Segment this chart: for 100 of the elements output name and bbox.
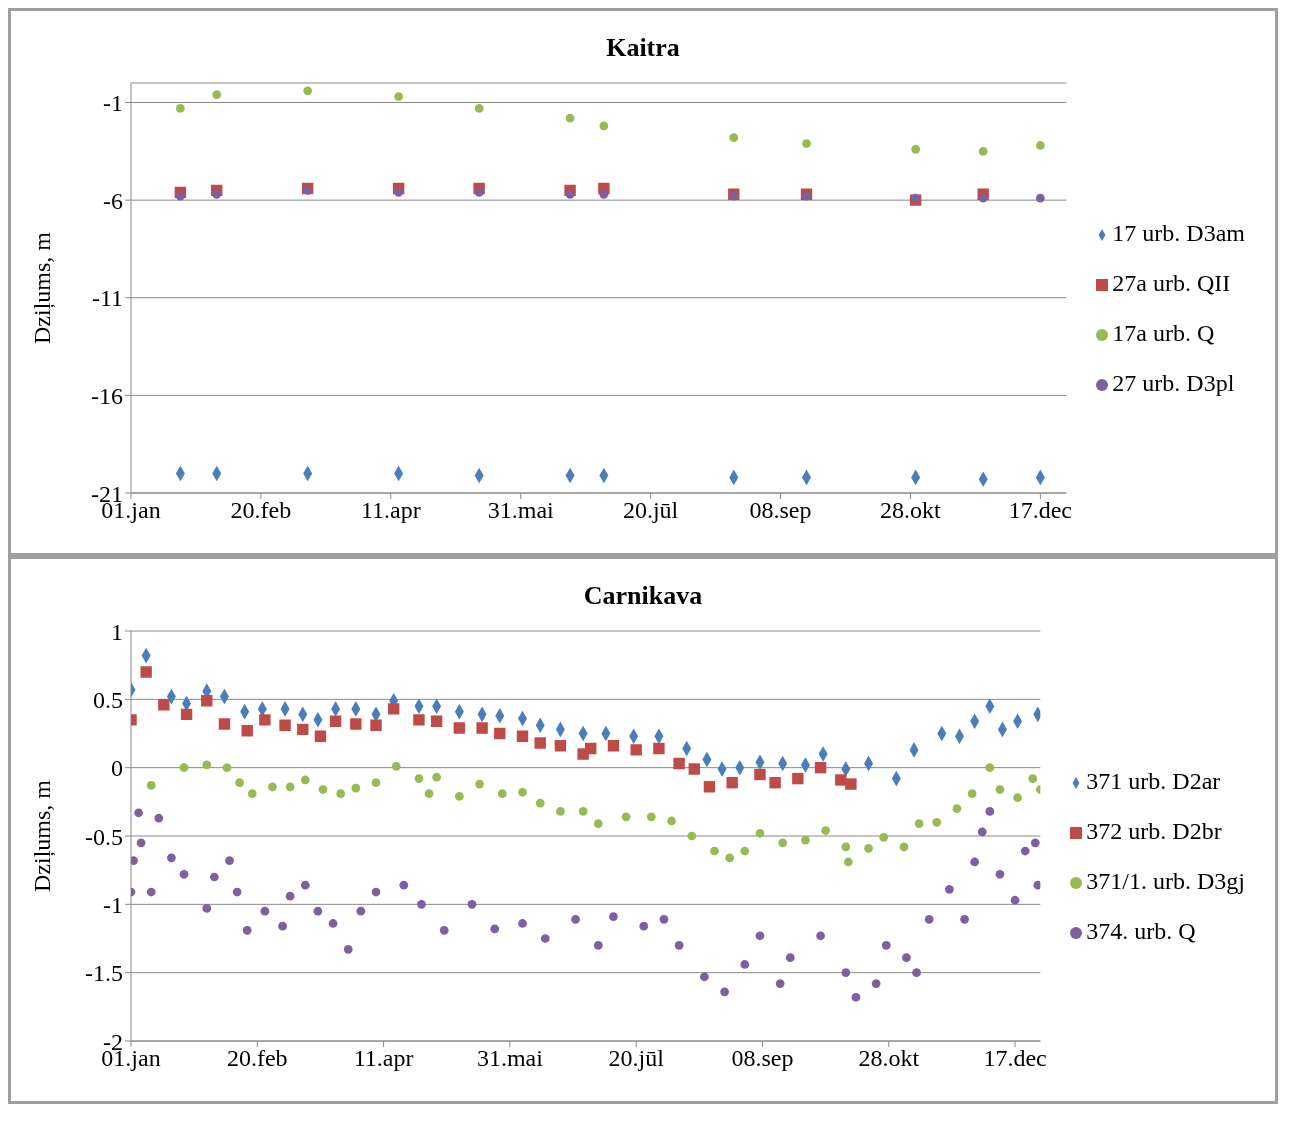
point bbox=[755, 828, 765, 838]
x-tick-label: 31.mai bbox=[476, 1045, 544, 1072]
point bbox=[740, 846, 750, 856]
point bbox=[607, 740, 620, 752]
point bbox=[278, 921, 287, 931]
point bbox=[593, 819, 603, 829]
point bbox=[351, 783, 361, 793]
point bbox=[413, 714, 425, 726]
point bbox=[222, 763, 232, 773]
point bbox=[134, 808, 143, 818]
point bbox=[329, 715, 342, 727]
point bbox=[399, 880, 409, 890]
y-axis-title: Dziļums, m bbox=[28, 231, 56, 344]
point bbox=[802, 139, 811, 148]
point bbox=[179, 763, 189, 773]
point bbox=[370, 719, 382, 731]
point bbox=[881, 940, 891, 950]
point bbox=[646, 812, 656, 822]
point bbox=[285, 891, 295, 901]
point bbox=[1028, 774, 1038, 783]
point bbox=[1033, 880, 1041, 890]
point bbox=[218, 718, 231, 730]
x-tick-label: 28.okt bbox=[880, 497, 942, 524]
point bbox=[864, 843, 873, 853]
y-tick-label: 1 bbox=[111, 618, 123, 645]
point bbox=[673, 757, 685, 770]
point bbox=[232, 887, 242, 897]
point bbox=[285, 782, 295, 792]
point bbox=[593, 940, 603, 950]
point bbox=[343, 945, 353, 954]
point bbox=[821, 826, 830, 835]
y-tick-label: 0 bbox=[111, 755, 123, 782]
x-tick-label: 20.jūl bbox=[608, 1045, 665, 1072]
point bbox=[995, 785, 1005, 794]
point bbox=[792, 772, 804, 785]
point bbox=[279, 719, 291, 731]
point bbox=[167, 853, 176, 863]
point bbox=[879, 833, 889, 842]
point bbox=[146, 887, 156, 897]
y-axis-title: Dziļums, m bbox=[28, 779, 56, 892]
point bbox=[687, 831, 697, 841]
point bbox=[952, 804, 962, 814]
point bbox=[775, 979, 785, 988]
point bbox=[911, 145, 921, 154]
point bbox=[970, 857, 980, 867]
chart-title: Kaitra bbox=[605, 32, 681, 63]
point bbox=[225, 856, 234, 865]
point bbox=[417, 899, 426, 909]
point bbox=[394, 92, 403, 102]
point bbox=[179, 869, 189, 879]
point bbox=[571, 915, 580, 924]
legend-label: 371 urb. D2ar bbox=[1086, 768, 1221, 794]
point bbox=[371, 887, 381, 897]
point bbox=[474, 104, 484, 113]
point bbox=[599, 121, 609, 131]
point bbox=[630, 744, 642, 756]
point bbox=[977, 827, 987, 837]
point bbox=[978, 146, 988, 156]
y-tick-label: 0.5 bbox=[93, 686, 123, 713]
point bbox=[242, 925, 252, 935]
point bbox=[985, 763, 995, 773]
y-tick-label: -1 bbox=[103, 90, 123, 117]
point bbox=[490, 924, 500, 934]
y-tick-label: -16 bbox=[91, 382, 123, 409]
point bbox=[710, 846, 719, 856]
point bbox=[540, 934, 550, 943]
legend-label: 17a urb. Q bbox=[1112, 320, 1215, 346]
point bbox=[985, 807, 995, 816]
x-tick-label: 08.sep bbox=[749, 497, 812, 524]
point bbox=[1035, 193, 1045, 203]
point bbox=[565, 113, 575, 123]
point bbox=[778, 838, 788, 848]
point bbox=[845, 778, 857, 790]
point bbox=[659, 915, 669, 924]
legend-label: 372 urb. D2br bbox=[1086, 818, 1222, 844]
point bbox=[899, 842, 909, 852]
point bbox=[667, 816, 676, 826]
point bbox=[453, 722, 466, 734]
x-tick-label: 20.feb bbox=[226, 1045, 288, 1072]
x-tick-label: 08.sep bbox=[731, 1045, 794, 1072]
point bbox=[554, 740, 567, 752]
point bbox=[154, 813, 164, 823]
point bbox=[158, 699, 170, 711]
x-tick-label: 11.apr bbox=[360, 497, 421, 524]
y-tick-label: -1.5 bbox=[85, 960, 123, 987]
point bbox=[816, 931, 825, 941]
point bbox=[960, 915, 969, 924]
point bbox=[1020, 846, 1030, 856]
point bbox=[268, 782, 277, 792]
point bbox=[995, 869, 1005, 879]
point bbox=[621, 812, 631, 822]
point bbox=[729, 133, 739, 143]
point bbox=[467, 899, 477, 909]
point bbox=[516, 730, 529, 742]
point bbox=[314, 730, 327, 742]
y-tick-label: -11 bbox=[91, 285, 123, 312]
point bbox=[180, 708, 193, 721]
chart-title: Carnikava bbox=[582, 580, 704, 611]
point bbox=[430, 715, 443, 727]
point bbox=[674, 940, 684, 950]
